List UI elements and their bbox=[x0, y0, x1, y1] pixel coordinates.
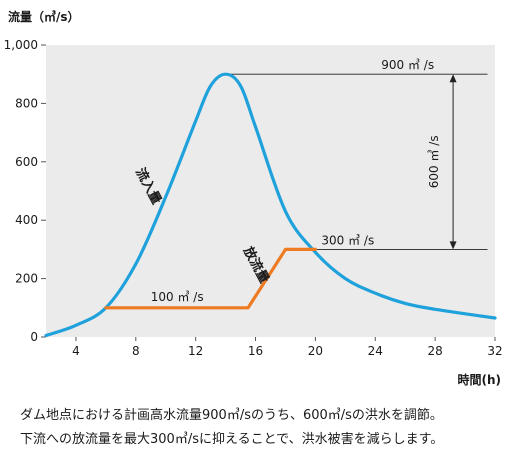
y-axis-ticks: 0 200 400 600 800 1,000 bbox=[4, 38, 46, 344]
x-tick-label: 16 bbox=[248, 344, 263, 358]
x-tick-label: 24 bbox=[368, 344, 383, 358]
base-outflow-label: 100 ㎥ /s bbox=[151, 290, 204, 304]
plot-area bbox=[46, 45, 495, 337]
x-tick-label: 12 bbox=[188, 344, 203, 358]
y-tick-label: 1,000 bbox=[4, 38, 38, 52]
outflow-series-line bbox=[104, 247, 317, 310]
x-tick-label: 8 bbox=[132, 344, 140, 358]
regulated-flow-label: 600 ㎥ /s bbox=[427, 135, 441, 188]
regulation-arrow-head-bottom bbox=[449, 241, 457, 250]
caption-line-2: 下流への放流量を最大300㎥/sに抑えることで、洪水被害を減らします。 bbox=[20, 431, 443, 447]
y-axis-title: 流量（㎥/s） bbox=[8, 9, 80, 24]
regulation-arrow-head-top bbox=[449, 74, 457, 83]
x-axis-title: 時間(h) bbox=[457, 372, 501, 387]
x-axis-ticks: 4 8 12 16 20 24 28 32 bbox=[72, 337, 503, 358]
max-outflow-label: 300 ㎥ /s bbox=[321, 233, 374, 247]
y-tick-label: 600 bbox=[15, 155, 38, 169]
y-tick-label: 400 bbox=[15, 213, 38, 227]
x-tick-label: 32 bbox=[487, 344, 502, 358]
y-tick-label: 0 bbox=[30, 330, 38, 344]
inflow-series-line bbox=[44, 72, 497, 338]
x-tick-label: 20 bbox=[308, 344, 323, 358]
annotation-lines bbox=[230, 73, 488, 250]
peak-flow-label: 900 ㎥ /s bbox=[381, 58, 434, 72]
caption-line-1: ダム地点における計画高水流量900㎥/sのうち、600㎥/sの洪水を調節。 bbox=[20, 407, 443, 423]
x-tick-label: 4 bbox=[72, 344, 80, 358]
series-layer bbox=[44, 72, 497, 338]
y-tick-label: 800 bbox=[15, 96, 38, 110]
y-tick-label: 200 bbox=[15, 272, 38, 286]
x-tick-label: 28 bbox=[427, 344, 442, 358]
